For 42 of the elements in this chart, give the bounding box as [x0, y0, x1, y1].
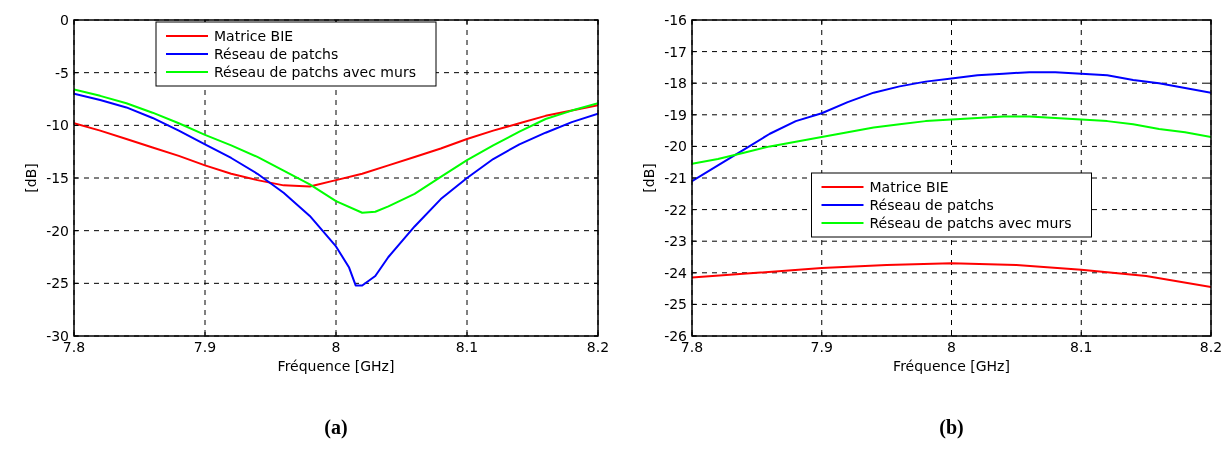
y-tick-label: -5	[55, 64, 69, 81]
x-tick-label: 7.9	[193, 339, 217, 355]
x-tick-label: 8.1	[455, 339, 479, 355]
line-series	[692, 262, 1211, 289]
y-tick-label: -19	[664, 106, 687, 123]
x-tick-label: 8	[947, 339, 956, 355]
legend-label: Réseau de patchs avec murs	[869, 215, 1072, 231]
x-tick-label: 7.9	[810, 339, 833, 355]
y-tick-label: 0	[60, 12, 69, 28]
y-tick-label: -20	[46, 222, 69, 239]
y-tick-label: -22	[664, 201, 687, 218]
text: (a)	[324, 416, 348, 439]
x-tick-label: 8.1	[1070, 339, 1093, 355]
legend-label: Réseau de patchs	[869, 197, 994, 213]
x-tick-label: 8	[331, 339, 341, 355]
line-series	[74, 92, 598, 287]
legend-label: Réseau de patchs	[214, 46, 339, 62]
legend-label: Réseau de patchs avec murs	[214, 64, 416, 80]
y-tick-label: -21	[664, 170, 687, 186]
y-tick-label: -16	[664, 12, 688, 28]
y-tick-label: -20	[664, 138, 687, 155]
y-axis-title: [dB]	[641, 163, 657, 193]
x-tick-label: 8.2	[1199, 339, 1223, 355]
y-tick-label: -24	[664, 264, 688, 281]
line-series	[692, 71, 1211, 183]
line-series	[692, 115, 1211, 165]
y-tick-label: -15	[46, 170, 69, 186]
x-tick-label: 8.2	[586, 339, 610, 355]
line-series	[74, 104, 598, 188]
text: (b)	[939, 416, 964, 439]
y-tick-label: -25	[46, 275, 69, 292]
y-axis-title: [dB]	[23, 163, 39, 193]
y-tick-label: -18	[664, 75, 687, 92]
y-tick-label: -25	[664, 296, 687, 313]
legend-label: Matrice BIE	[214, 28, 294, 44]
legend-label: Matrice BIE	[869, 179, 949, 195]
y-tick-label: -23	[664, 233, 687, 250]
x-axis-title: Fréquence [GHz]	[893, 358, 1010, 374]
y-tick-label: -17	[664, 43, 687, 60]
y-tick-label: -10	[46, 117, 69, 134]
line-series	[74, 88, 598, 214]
x-axis-title: Fréquence [GHz]	[277, 358, 395, 374]
